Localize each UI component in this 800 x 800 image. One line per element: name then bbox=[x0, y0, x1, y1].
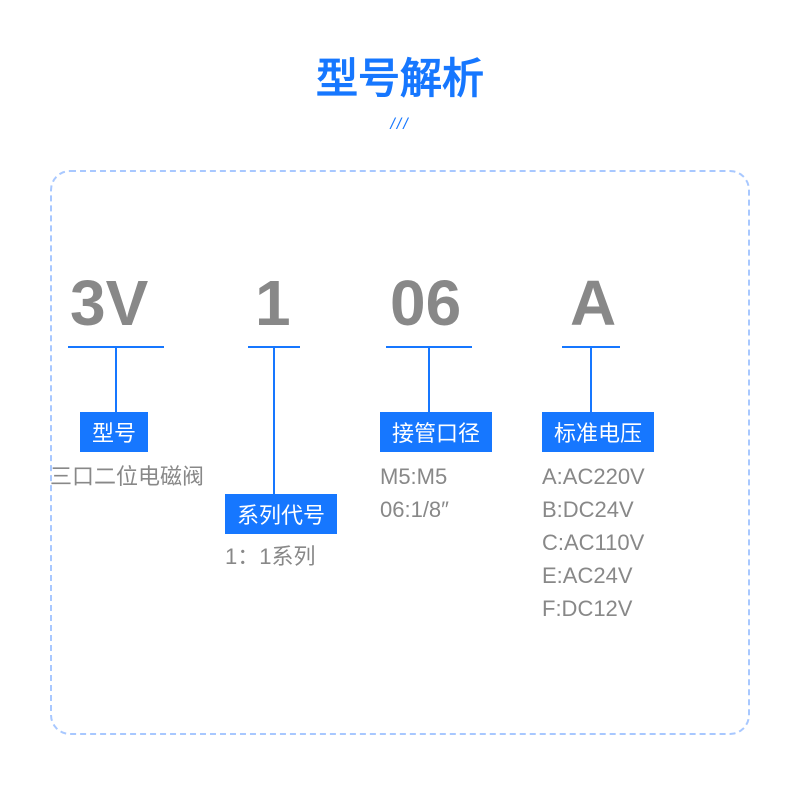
code-text-2: 06 bbox=[390, 266, 461, 340]
desc-3: A:AC220VB:DC24VC:AC110VE:AC24VF:DC12V bbox=[542, 460, 645, 625]
code-text-3: A bbox=[570, 266, 616, 340]
label-0: 型号 bbox=[80, 412, 148, 452]
vline-1 bbox=[273, 346, 275, 494]
vline-2 bbox=[428, 346, 430, 412]
diagram-container bbox=[50, 170, 750, 735]
desc-2: M5:M506:1/8″ bbox=[380, 460, 449, 526]
vline-0 bbox=[115, 346, 117, 412]
label-1: 系列代号 bbox=[225, 494, 337, 534]
desc-0: 三口二位电磁阀 bbox=[50, 460, 204, 493]
label-2: 接管口径 bbox=[380, 412, 492, 452]
title-decoration: /// bbox=[0, 116, 800, 134]
page-title: 型号解析 bbox=[0, 0, 800, 106]
code-text-1: 1 bbox=[255, 266, 291, 340]
code-text-0: 3V bbox=[70, 266, 148, 340]
label-3: 标准电压 bbox=[542, 412, 654, 452]
vline-3 bbox=[590, 346, 592, 412]
desc-1: 1：1系列 bbox=[225, 540, 315, 573]
